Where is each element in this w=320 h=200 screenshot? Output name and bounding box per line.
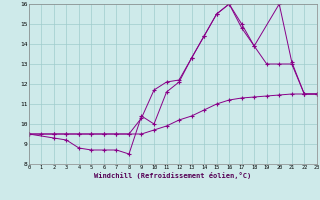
X-axis label: Windchill (Refroidissement éolien,°C): Windchill (Refroidissement éolien,°C) — [94, 172, 252, 179]
